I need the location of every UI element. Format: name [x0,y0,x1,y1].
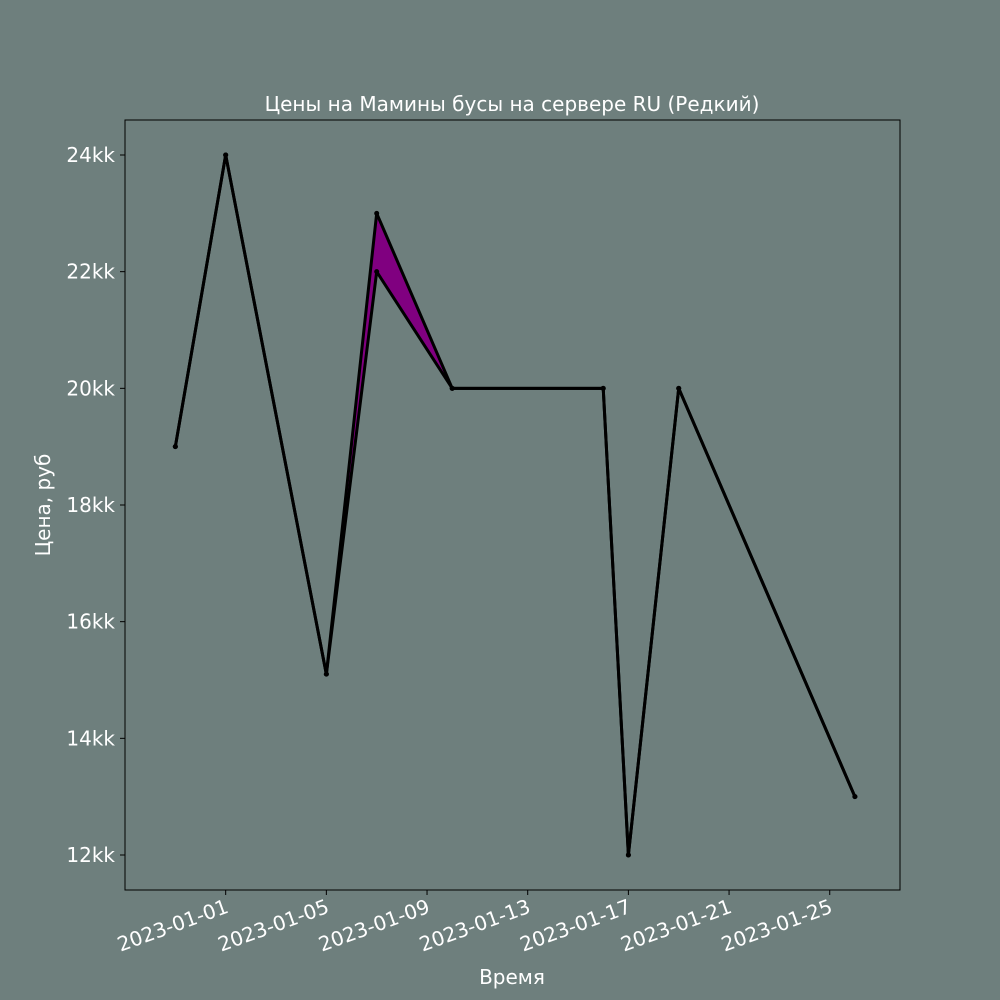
x-tick-label: 2023-01-17 [517,894,634,956]
y-tick-label: 22kk [66,260,115,284]
x-axis: 2023-01-012023-01-052023-01-092023-01-13… [114,890,835,956]
data-point-2-7 [625,852,631,858]
series-line-2 [173,153,857,857]
data-point-2-5 [449,385,455,391]
data-point-2-6 [600,385,606,391]
y-tick-label: 16kk [66,610,115,634]
y-tick-label: 14kk [66,726,115,750]
x-tick-label: 2023-01-25 [718,894,835,956]
data-point-2-2 [223,152,229,158]
y-tick-label: 18kk [66,493,115,517]
x-tick-label: 2023-01-05 [215,894,332,956]
x-axis-label: Время [479,965,545,989]
data-point-1-4 [374,210,380,216]
x-tick-label: 2023-01-09 [315,894,432,956]
chart-title: Цены на Мамины бусы на сервере RU (Редки… [265,92,760,116]
x-tick-label: 2023-01-13 [416,894,533,956]
data-point-2-8 [676,385,682,391]
data-point-2-9 [852,794,858,800]
data-point-2-4 [374,269,380,275]
data-point-2-1 [172,444,178,450]
y-axis-label: Цена, руб [31,454,55,557]
fill-layer [175,155,855,855]
points-layer [172,152,858,858]
y-tick-label: 12kk [66,843,115,867]
y-tick-label: 20kk [66,376,115,400]
x-tick-label: 2023-01-01 [114,894,231,956]
lines-layer [173,153,857,857]
series-line-1 [173,153,857,857]
x-tick-label: 2023-01-21 [617,894,734,956]
y-tick-label: 24kk [66,143,115,167]
data-point-2-3 [323,671,329,677]
fill-between-area [175,155,855,855]
y-axis: 12kk 14kk 16kk 18kk 20kk 22kk 24kk [66,143,125,867]
